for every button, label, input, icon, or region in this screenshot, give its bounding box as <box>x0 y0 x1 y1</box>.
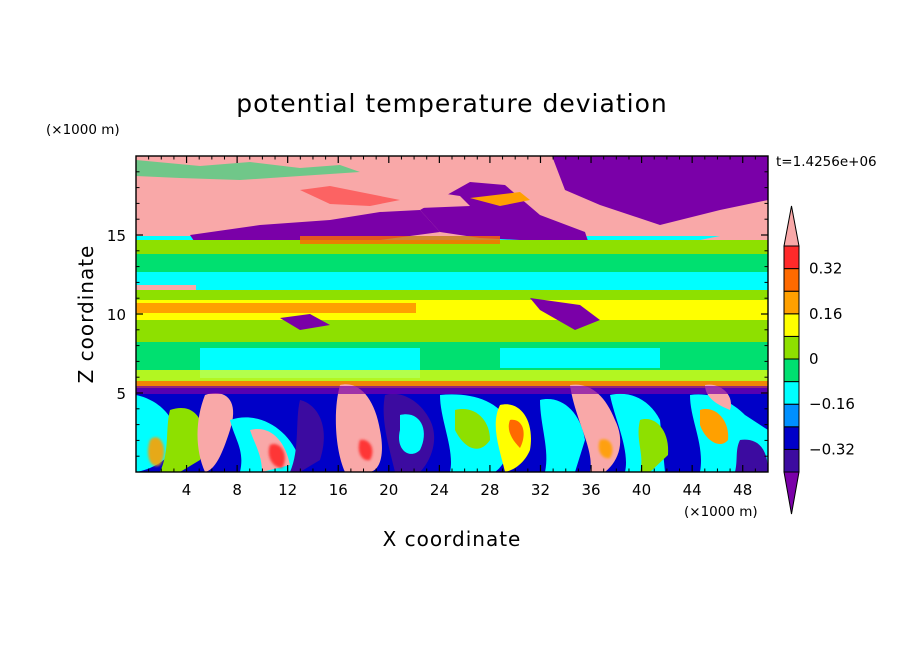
x-axis: 4 8 12 16 20 24 28 32 36 40 44 48 <box>148 156 769 499</box>
x-tick-label: 20 <box>379 481 398 499</box>
colorbar-triangle-low <box>783 471 800 515</box>
colorbar-box <box>783 268 800 292</box>
y-tick-label: 5 <box>116 385 126 403</box>
colorbar: 0.32 0.16 0 −0.16 −0.32 <box>783 205 855 515</box>
x-tick-label: 36 <box>581 481 600 499</box>
colorbar-label: −0.32 <box>809 440 855 458</box>
chart-title: potential temperature deviation <box>236 89 667 118</box>
x-tick-label: 40 <box>632 481 651 499</box>
y-units-label: (×1000 m) <box>46 122 120 138</box>
colorbar-label: 0.16 <box>809 305 842 323</box>
plot-field <box>136 156 768 472</box>
y-tick-label: 15 <box>107 227 126 245</box>
y-axis: 5 10 15 <box>107 171 768 457</box>
y-tick-label: 10 <box>107 306 126 324</box>
mixed-layer-detail <box>148 437 613 468</box>
x-tick-label: 4 <box>182 481 192 499</box>
y-axis-label: Z coordinate <box>74 245 98 384</box>
colorbar-box <box>783 381 800 405</box>
x-tick-label: 48 <box>733 481 752 499</box>
field-purple-top-right <box>552 156 768 225</box>
x-tick-label: 8 <box>232 481 242 499</box>
colorbar-label: 0 <box>809 350 819 368</box>
colorbar-triangle-high <box>783 205 800 247</box>
colorbar-box <box>783 426 800 450</box>
colorbar-box <box>783 313 800 337</box>
x-units-label: (×1000 m) <box>684 504 758 520</box>
x-tick-label: 24 <box>430 481 449 499</box>
colorbar-box <box>783 358 800 383</box>
time-label: t=1.4256e+06 <box>776 154 877 170</box>
colorbar-box <box>783 245 800 270</box>
x-tick-label: 16 <box>329 481 348 499</box>
x-tick-label: 32 <box>531 481 550 499</box>
x-axis-label: X coordinate <box>383 527 522 551</box>
colorbar-box <box>783 403 800 428</box>
x-tick-label: 12 <box>278 481 297 499</box>
colorbar-box <box>783 448 800 473</box>
colorbar-box <box>783 290 800 315</box>
colorbar-label: 0.32 <box>809 260 842 278</box>
colorbar-box <box>783 335 800 360</box>
x-tick-label: 28 <box>480 481 499 499</box>
x-tick-label: 44 <box>683 481 702 499</box>
colorbar-label: −0.16 <box>809 395 855 413</box>
